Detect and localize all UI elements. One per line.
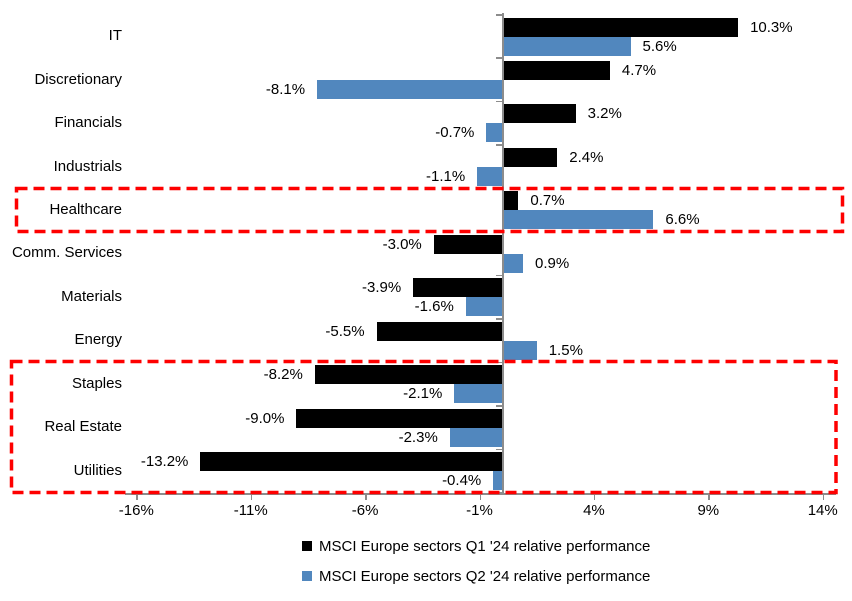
value-label-industrials-series-2: -1.1% <box>426 167 466 185</box>
x-tick <box>593 493 596 500</box>
bar-utilities-series-2 <box>493 471 503 490</box>
value-label-real-estate-series-2: -2.3% <box>398 428 438 446</box>
x-tick-label-14: 14% <box>807 502 838 519</box>
y-tick <box>496 100 504 103</box>
value-label-financials-series-1: 3.2% <box>587 105 622 123</box>
y-tick <box>496 144 504 146</box>
legend: MSCI Europe sectors Q1 '24 relative perf… <box>302 537 650 597</box>
bar-it-series-1 <box>502 17 739 37</box>
bar-industrials-series-1 <box>502 147 558 167</box>
x-tick-label-6: -6% <box>351 502 379 519</box>
bar-discretionary-series-1 <box>502 60 610 80</box>
bar-it-series-2 <box>502 36 631 56</box>
y-tick <box>496 405 504 407</box>
x-tick <box>136 493 138 500</box>
x-tick-label-11: -11% <box>233 502 268 519</box>
x-tick <box>822 493 825 500</box>
y-axis-line <box>502 13 504 494</box>
legend-item-q2: MSCI Europe sectors Q2 '24 relative perf… <box>302 567 650 585</box>
x-tick <box>479 493 482 500</box>
value-label-staples-series-1: -8.2% <box>263 366 303 384</box>
value-label-energy-series-2: 1.5% <box>548 341 583 359</box>
category-label-utilities: Utilities <box>73 461 122 479</box>
value-label-materials-series-1: -3.9% <box>361 279 402 297</box>
bar-real-estate-series-2 <box>449 427 503 447</box>
value-label-healthcare-series-1: 0.7% <box>530 192 565 210</box>
category-label-discretionary: Discretionary <box>34 70 122 88</box>
category-label-financials: Financials <box>54 114 122 132</box>
x-tick <box>365 493 367 500</box>
bar-comm-services-series-2 <box>502 253 523 273</box>
bar-comm-services-series-1 <box>433 234 503 254</box>
q2-series-swatch-icon <box>302 571 312 581</box>
bar-healthcare-series-1 <box>502 191 519 211</box>
legend-label-q1: MSCI Europe sectors Q1 '24 relative perf… <box>319 537 651 555</box>
bar-real-estate-series-1 <box>296 408 503 428</box>
category-label-comm-services: Comm. Services <box>11 244 122 262</box>
y-tick <box>496 448 504 450</box>
category-label-it: IT <box>108 27 122 45</box>
bar-staples-series-2 <box>454 384 503 404</box>
x-tick-label-1: -1% <box>466 502 493 519</box>
legend-label-q2: MSCI Europe sectors Q2 '24 relative perf… <box>319 567 651 585</box>
x-tick <box>708 493 710 500</box>
bar-financials-series-2 <box>486 123 503 143</box>
value-label-it-series-1: 10.3% <box>750 18 793 36</box>
value-label-it-series-2: 5.6% <box>642 37 677 55</box>
bar-financials-series-1 <box>502 104 576 124</box>
value-label-energy-series-1: -5.5% <box>325 322 365 340</box>
value-label-real-estate-series-1: -9.0% <box>245 409 285 427</box>
category-label-healthcare: Healthcare <box>49 201 122 219</box>
x-tick-label-16: -16% <box>118 502 154 519</box>
highlight-box-healthcare <box>14 186 845 234</box>
bar-energy-series-2 <box>502 340 537 360</box>
bar-industrials-series-2 <box>477 166 503 186</box>
y-tick <box>496 491 504 494</box>
value-label-discretionary-series-1: 4.7% <box>621 61 657 79</box>
value-label-healthcare-series-2: 6.6% <box>665 211 700 229</box>
value-label-financials-series-2: -0.7% <box>435 124 475 142</box>
value-label-utilities-series-2: -0.4% <box>442 472 482 489</box>
bar-energy-series-1 <box>376 321 503 341</box>
category-label-materials: Materials <box>61 287 122 305</box>
bar-materials-series-1 <box>413 278 503 298</box>
q1-series-swatch-icon <box>302 541 312 551</box>
category-label-staples: Staples <box>71 374 122 392</box>
value-label-comm-services-series-1: -3.0% <box>382 235 422 253</box>
y-tick <box>496 231 504 233</box>
category-label-energy: Energy <box>74 331 122 349</box>
bar-healthcare-series-2 <box>502 210 654 230</box>
value-label-utilities-series-1: -13.2% <box>140 453 189 470</box>
bar-utilities-series-1 <box>200 452 503 471</box>
x-tick <box>250 493 253 500</box>
bar-discretionary-series-2 <box>317 79 503 99</box>
y-tick <box>496 361 504 364</box>
category-label-real-estate: Real Estate <box>44 418 122 436</box>
x-tick-label-9: 9% <box>697 502 720 519</box>
value-label-staples-series-2: -2.1% <box>403 385 443 403</box>
legend-item-q1: MSCI Europe sectors Q1 '24 relative perf… <box>302 537 650 555</box>
y-tick <box>496 14 504 16</box>
y-tick <box>496 187 504 190</box>
category-label-industrials: Industrials <box>53 157 122 175</box>
value-label-discretionary-series-2: -8.1% <box>265 80 306 98</box>
y-tick <box>496 274 504 277</box>
y-tick <box>496 318 504 320</box>
value-label-comm-services-series-2: 0.9% <box>534 254 570 272</box>
x-tick-label-4: 4% <box>583 502 605 519</box>
bar-materials-series-2 <box>465 297 503 317</box>
y-tick <box>496 57 504 59</box>
value-label-materials-series-2: -1.6% <box>414 298 454 316</box>
bar-staples-series-1 <box>314 365 503 385</box>
value-label-industrials-series-1: 2.4% <box>569 148 604 166</box>
